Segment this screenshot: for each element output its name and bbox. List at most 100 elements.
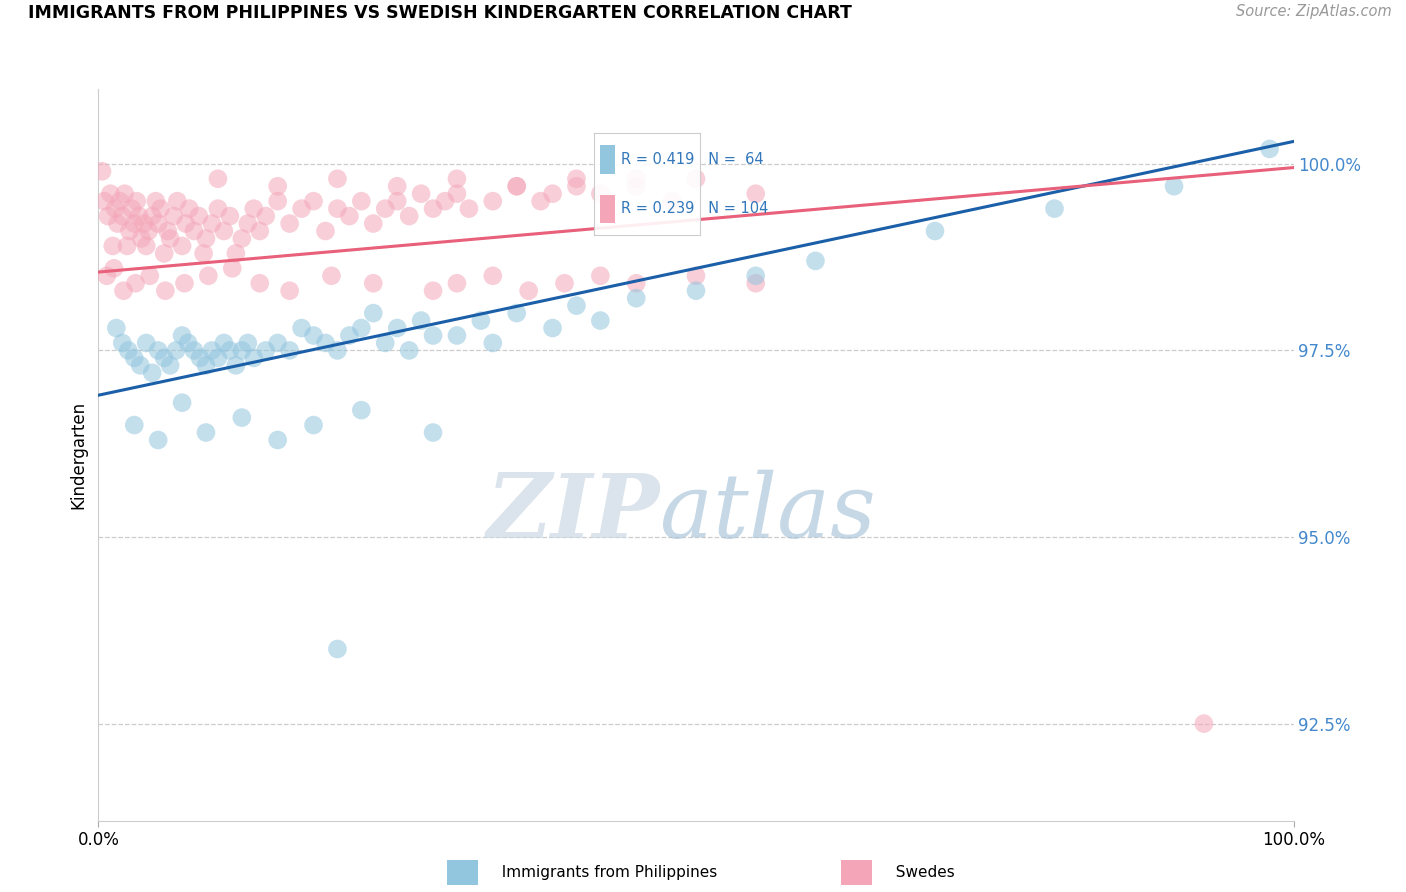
Point (481, 268, 505, 283)
Point (267, 194, 290, 209)
Point (124, 277, 146, 291)
Point (541, 321, 564, 335)
Point (506, 179, 529, 194)
Point (398, 343, 420, 358)
Point (589, 268, 612, 283)
Point (148, 343, 170, 358)
Point (411, 186, 433, 201)
Point (278, 217, 301, 231)
Point (624, 179, 647, 194)
Point (207, 171, 229, 186)
Point (104, 202, 127, 216)
Point (242, 351, 264, 365)
Point (565, 179, 588, 194)
Point (685, 171, 707, 186)
Point (221, 261, 243, 276)
Text: IMMIGRANTS FROM PHILIPPINES VS SWEDISH KINDERGARTEN CORRELATION CHART: IMMIGRANTS FROM PHILIPPINES VS SWEDISH K… (28, 4, 852, 22)
Point (470, 313, 492, 327)
Point (385, 321, 409, 335)
Point (302, 418, 325, 433)
Point (128, 209, 150, 223)
Y-axis label: Kindergarten: Kindergarten (69, 401, 87, 509)
Point (267, 433, 290, 447)
Point (385, 194, 409, 209)
Point (148, 217, 170, 231)
Point (745, 186, 768, 201)
Point (225, 246, 247, 260)
Point (278, 343, 301, 358)
Point (112, 284, 135, 298)
Point (565, 171, 588, 186)
Point (149, 202, 172, 216)
Point (589, 186, 612, 201)
Point (117, 343, 139, 358)
Point (242, 202, 264, 216)
Point (225, 359, 247, 373)
Point (97, 209, 120, 223)
Point (135, 335, 157, 350)
Point (177, 335, 200, 350)
Point (141, 366, 163, 380)
Point (201, 343, 224, 358)
Point (159, 231, 181, 245)
Point (326, 343, 349, 358)
Point (194, 231, 217, 245)
Point (315, 335, 337, 350)
Point (105, 321, 128, 335)
Point (96, 268, 118, 283)
Point (212, 335, 235, 350)
Point (457, 202, 479, 216)
Text: Immigrants from Philippines: Immigrants from Philippines (492, 865, 717, 880)
Point (124, 351, 146, 365)
Point (422, 284, 444, 298)
Point (101, 239, 124, 253)
Point (624, 171, 647, 186)
Point (148, 433, 170, 447)
Point (231, 343, 253, 358)
Point (506, 179, 529, 194)
Point (135, 239, 157, 253)
Point (302, 328, 325, 343)
Point (267, 179, 290, 194)
Point (254, 209, 277, 223)
Point (411, 313, 433, 327)
Point (374, 335, 396, 350)
Point (350, 403, 373, 417)
Point (745, 277, 768, 291)
Point (138, 224, 160, 238)
Point (363, 306, 385, 320)
Point (156, 224, 179, 238)
Point (446, 171, 468, 186)
Text: R = 0.419   N =  64: R = 0.419 N = 64 (620, 153, 763, 167)
Point (433, 194, 456, 209)
Point (183, 224, 205, 238)
Point (111, 335, 134, 350)
Point (197, 268, 219, 283)
Point (111, 209, 134, 223)
Point (422, 425, 444, 440)
Point (187, 209, 209, 223)
Point (481, 194, 505, 209)
Point (141, 209, 163, 223)
Point (350, 194, 373, 209)
Point (554, 277, 576, 291)
Text: Swedes: Swedes (886, 865, 955, 880)
Point (363, 217, 385, 231)
Point (125, 194, 148, 209)
Point (121, 202, 143, 216)
Point (624, 291, 647, 305)
Point (481, 335, 505, 350)
Point (446, 277, 468, 291)
Point (236, 217, 259, 231)
Point (145, 194, 167, 209)
Point (188, 351, 211, 365)
Point (541, 186, 564, 201)
Point (93, 194, 115, 209)
Point (231, 231, 253, 245)
Point (529, 194, 551, 209)
Point (219, 343, 242, 358)
Point (326, 202, 349, 216)
Point (1163, 179, 1185, 194)
Point (363, 277, 385, 291)
Point (207, 351, 229, 365)
